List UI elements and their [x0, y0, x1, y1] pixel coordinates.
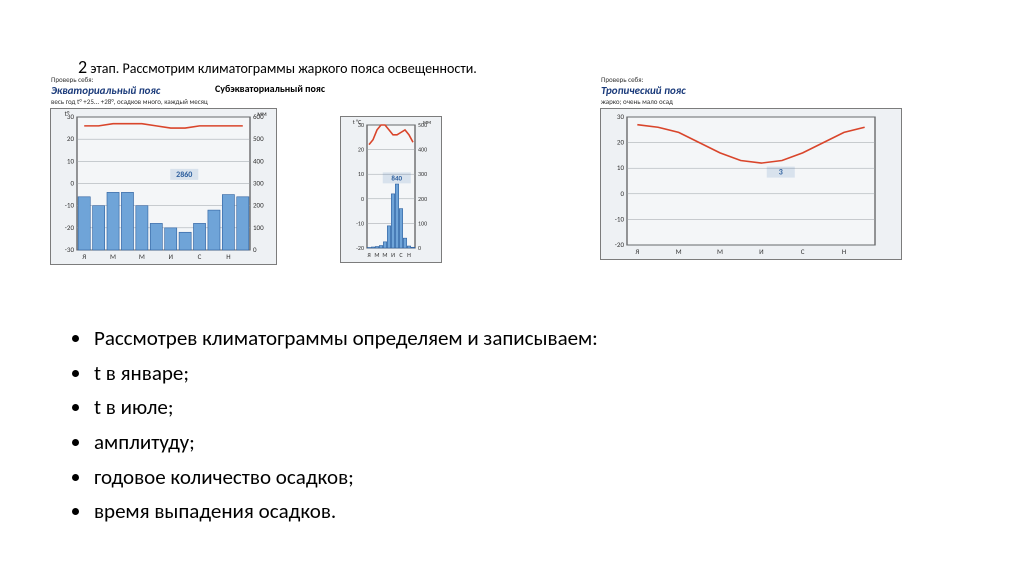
svg-text:С: С [198, 252, 202, 261]
svg-text:мм: мм [423, 118, 431, 126]
svg-text:30: 30 [617, 112, 625, 121]
svg-text:М: М [139, 252, 145, 261]
svg-text:t°: t° [65, 109, 70, 118]
bullet-item: t в январе; [92, 356, 598, 391]
svg-text:20: 20 [358, 146, 364, 154]
bullet-item: амплитуду; [92, 425, 598, 460]
svg-text:t °C: t °C [353, 118, 362, 126]
svg-text:-30: -30 [65, 245, 75, 254]
svg-text:100: 100 [253, 223, 264, 232]
bullet-item: t в июле; [92, 390, 598, 425]
svg-text:С: С [801, 247, 805, 256]
svg-text:300: 300 [418, 170, 427, 178]
climogram-tropical: Проверь себя:Тропический поясжарко; очен… [600, 108, 902, 260]
svg-text:-10: -10 [356, 219, 364, 227]
svg-text:мм: мм [257, 109, 267, 118]
svg-text:И: И [391, 251, 395, 259]
svg-text:20: 20 [67, 134, 75, 143]
svg-text:0: 0 [418, 244, 421, 252]
svg-text:840: 840 [391, 173, 402, 182]
svg-text:Я: Я [367, 251, 370, 259]
svg-text:С: С [399, 251, 403, 259]
chart-title: Проверь себя:Экваториальный поясвесь год… [51, 75, 208, 106]
bullet-item: годовое количество осадков; [92, 460, 598, 495]
svg-text:20: 20 [617, 138, 625, 147]
bullet-item: Рассмотрев климатограммы определяем и за… [92, 321, 598, 356]
svg-text:0: 0 [70, 179, 74, 188]
svg-text:М: М [717, 247, 723, 256]
svg-text:10: 10 [617, 163, 625, 172]
svg-text:-10: -10 [615, 214, 625, 223]
svg-text:2860: 2860 [176, 170, 192, 180]
svg-text:-20: -20 [65, 223, 75, 232]
svg-text:И: И [759, 247, 764, 256]
bullet-list: Рассмотрев климатограммы определяем и за… [30, 321, 598, 529]
svg-text:Я: Я [82, 252, 86, 261]
svg-text:300: 300 [253, 179, 264, 188]
svg-text:-10: -10 [65, 201, 75, 210]
svg-text:3: 3 [779, 168, 783, 178]
svg-text:200: 200 [253, 201, 264, 210]
subequatorial-label: Субэкваториальный пояс [215, 82, 325, 95]
svg-text:Н: Н [407, 251, 411, 259]
svg-text:-20: -20 [356, 244, 364, 252]
svg-text:0: 0 [620, 189, 624, 198]
svg-text:-20: -20 [615, 240, 625, 249]
svg-text:Н: Н [842, 247, 846, 256]
svg-text:200: 200 [418, 195, 427, 203]
svg-text:100: 100 [418, 219, 427, 227]
climogram-equatorial: Проверь себя:Экваториальный поясвесь год… [50, 108, 277, 265]
svg-text:И: И [168, 252, 173, 261]
svg-text:0: 0 [361, 195, 364, 203]
svg-text:10: 10 [358, 170, 364, 178]
svg-text:500: 500 [253, 134, 264, 143]
bullet-item: время выпадения осадков. [92, 494, 598, 529]
svg-text:М: М [382, 251, 387, 259]
svg-text:400: 400 [253, 156, 264, 165]
climogram-subequatorial: 3050020400103000200-10100-200t °CммЯММИС… [340, 116, 442, 263]
svg-text:10: 10 [67, 156, 75, 165]
chart-title: Проверь себя:Тропический поясжарко; очен… [601, 75, 686, 106]
svg-text:Н: Н [226, 252, 230, 261]
svg-text:М: М [110, 252, 116, 261]
charts-row: Проверь себя:Экваториальный поясвесь год… [40, 98, 984, 278]
svg-text:М: М [374, 251, 379, 259]
svg-text:400: 400 [418, 146, 427, 154]
svg-text:0: 0 [253, 245, 257, 254]
svg-text:Я: Я [635, 247, 639, 256]
svg-text:М: М [676, 247, 682, 256]
